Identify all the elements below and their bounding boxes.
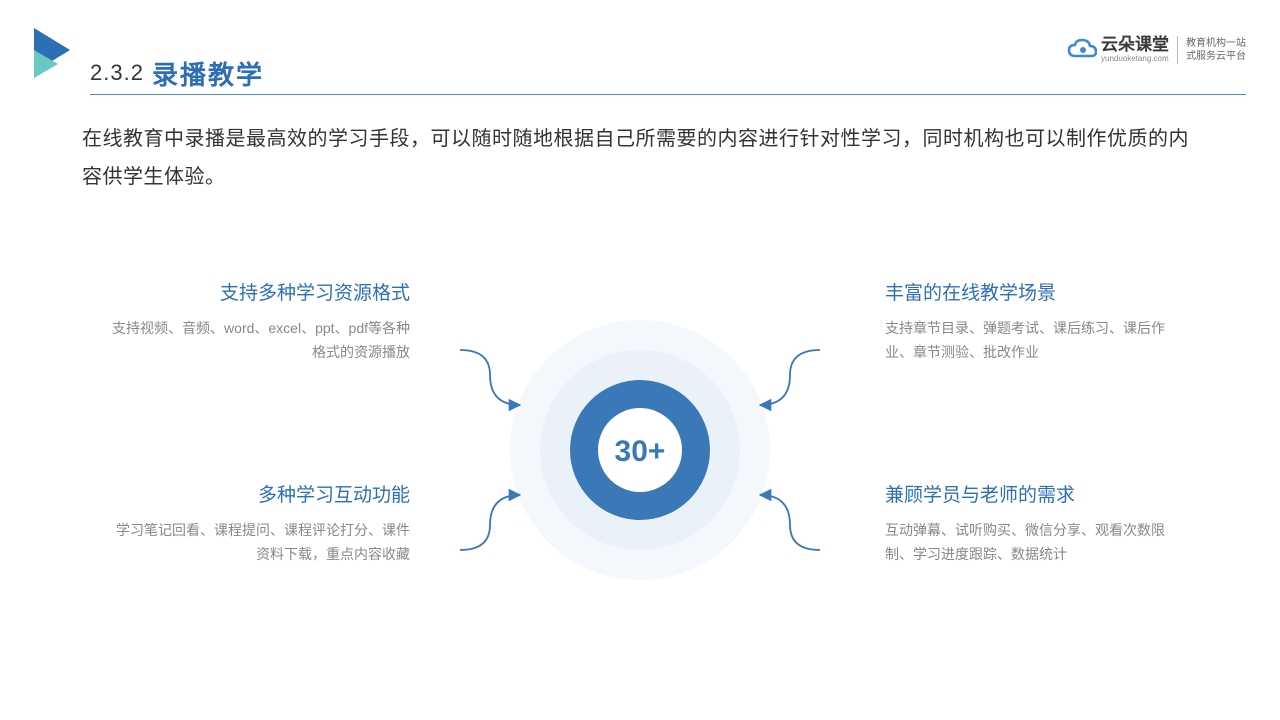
feature-title: 支持多种学习资源格式 <box>110 278 410 305</box>
feature-top-left: 支持多种学习资源格式 支持视频、音频、word、excel、ppt、pdf等各种… <box>110 278 410 365</box>
slide-header: 2.3.2 录播教学 云朵课堂 yunduoketang.com 教育机构一站 … <box>0 28 1280 98</box>
feature-desc: 互动弹幕、试听购买、微信分享、观看次数限制、学习进度跟踪、数据统计 <box>885 519 1185 567</box>
feature-diagram: 30+ 支持多种学习资源格式 支持视频、音频、word、excel、ppt、pd… <box>0 260 1280 640</box>
logo-divider <box>1177 36 1178 64</box>
intro-paragraph: 在线教育中录播是最高效的学习手段，可以随时随地根据自己所需要的内容进行针对性学习… <box>82 120 1198 196</box>
brand-logo: 云朵课堂 yunduoketang.com 教育机构一站 式服务云平台 <box>1067 36 1246 64</box>
feature-bottom-right: 兼顾学员与老师的需求 互动弹幕、试听购买、微信分享、观看次数限制、学习进度跟踪、… <box>885 480 1185 567</box>
logo-tagline: 教育机构一站 式服务云平台 <box>1186 37 1246 63</box>
logo-tagline-1: 教育机构一站 <box>1186 37 1246 50</box>
feature-title: 多种学习互动功能 <box>110 480 410 507</box>
feature-desc: 学习笔记回看、课程提问、课程评论打分、课件资料下载，重点内容收藏 <box>110 519 410 567</box>
logo-url: yunduoketang.com <box>1101 55 1169 64</box>
feature-bottom-left: 多种学习互动功能 学习笔记回看、课程提问、课程评论打分、课件资料下载，重点内容收… <box>110 480 410 567</box>
connector-arrows <box>340 280 940 620</box>
section-number: 2.3.2 <box>90 60 144 86</box>
feature-title: 丰富的在线教学场景 <box>885 278 1185 305</box>
feature-desc: 支持章节目录、弹题考试、课后练习、课后作业、章节测验、批改作业 <box>885 317 1185 365</box>
play-triangle-icon <box>34 28 74 78</box>
header-underline <box>90 94 1246 95</box>
logo-tagline-2: 式服务云平台 <box>1186 50 1246 63</box>
feature-top-right: 丰富的在线教学场景 支持章节目录、弹题考试、课后练习、课后作业、章节测验、批改作… <box>885 278 1185 365</box>
cloud-icon <box>1067 38 1097 62</box>
logo-name: 云朵课堂 <box>1101 36 1169 55</box>
feature-title: 兼顾学员与老师的需求 <box>885 480 1185 507</box>
section-title: 录播教学 <box>152 55 264 92</box>
feature-desc: 支持视频、音频、word、excel、ppt、pdf等各种格式的资源播放 <box>110 317 410 365</box>
